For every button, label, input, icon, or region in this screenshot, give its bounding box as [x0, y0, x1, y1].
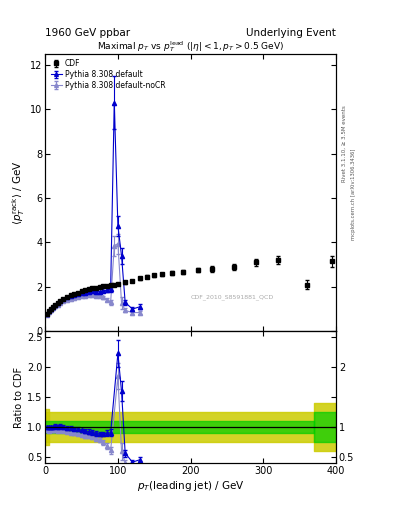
Text: mcplots.cern.ch [arXiv:1306.3436]: mcplots.cern.ch [arXiv:1306.3436]	[351, 149, 356, 240]
X-axis label: $p_T$(leading jet) / GeV: $p_T$(leading jet) / GeV	[137, 479, 244, 493]
Y-axis label: $\langle p_T^{\rm rack} \rangle$ / GeV: $\langle p_T^{\rm rack} \rangle$ / GeV	[11, 160, 27, 225]
Text: 1960 GeV ppbar: 1960 GeV ppbar	[45, 28, 130, 38]
Title: Maximal $p_T$ vs $p_T^{\rm lead}$ ($|\eta| < 1, p_T > 0.5$ GeV): Maximal $p_T$ vs $p_T^{\rm lead}$ ($|\et…	[97, 39, 284, 54]
Legend: CDF, Pythia 8.308 default, Pythia 8.308 default-noCR: CDF, Pythia 8.308 default, Pythia 8.308 …	[49, 57, 167, 92]
Y-axis label: Ratio to CDF: Ratio to CDF	[14, 367, 24, 428]
Text: Rivet 3.1.10, ≥ 3.5M events: Rivet 3.1.10, ≥ 3.5M events	[342, 105, 347, 182]
Text: Underlying Event: Underlying Event	[246, 28, 336, 38]
Text: CDF_2010_S8591881_QCD: CDF_2010_S8591881_QCD	[191, 294, 274, 300]
